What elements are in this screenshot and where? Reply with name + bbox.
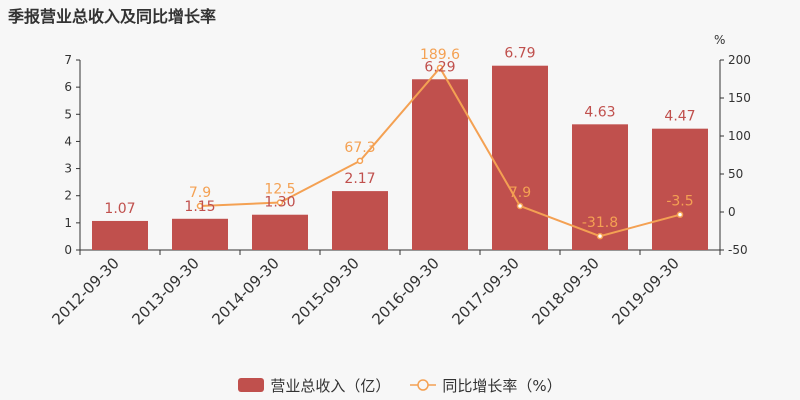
y-left-tick-label: 6 <box>64 80 72 94</box>
y-right-unit-label: % <box>714 33 725 47</box>
growth-point <box>196 202 204 210</box>
y-left-tick-label: 4 <box>64 134 72 148</box>
growth-value-label: -3.5 <box>666 194 693 210</box>
bar <box>492 65 548 250</box>
axes-layer: 0 1 2 3 4 5 6 7 -50 0 50 100 150 200% 2012-09-30 2013-0… <box>48 33 750 328</box>
legend: 营业总收入（亿） 同比增长率（%） <box>0 374 800 396</box>
x-tick-label: 2015-09-30 <box>288 254 362 328</box>
chart-title: 季报营业总收入及同比增长率 <box>8 7 217 26</box>
y-left-tick-label: 1 <box>64 216 72 230</box>
y-left-tick-label: 7 <box>64 53 72 67</box>
y-left-tick-label: 5 <box>64 107 72 121</box>
x-tick-label: 2016-09-30 <box>368 254 442 328</box>
bar <box>92 220 148 250</box>
bar-value-label: 1.07 <box>104 201 135 217</box>
y-right-tick-label: 100 <box>728 129 751 143</box>
bar-value-label: 1.30 <box>264 195 295 211</box>
x-tick-label: 2012-09-30 <box>48 254 122 328</box>
legend-item-growth[interactable]: 同比增长率（%） <box>410 375 562 396</box>
bar <box>252 214 308 250</box>
growth-value-label: 189.6 <box>420 47 460 63</box>
bar-value-label: 6.29 <box>424 59 455 75</box>
y-right-tick-label: 200 <box>728 53 751 67</box>
bar-value-label: 4.47 <box>664 109 695 125</box>
bar <box>652 128 708 250</box>
bar-value-label: 1.15 <box>184 199 215 215</box>
bar-value-label: 6.79 <box>504 46 535 62</box>
growth-point <box>276 199 284 206</box>
legend-label-revenue: 营业总收入（亿） <box>270 376 391 395</box>
bar <box>332 191 388 250</box>
y-left-tick-label: 2 <box>64 189 72 203</box>
growth-value-label: 12.5 <box>264 182 295 198</box>
growth-value-label: 7.9 <box>189 185 211 201</box>
legend-item-revenue[interactable]: 营业总收入（亿） <box>238 375 390 396</box>
legend-line-swatch <box>410 379 437 391</box>
growth-point <box>356 157 364 165</box>
x-tick-label: 2014-09-30 <box>208 254 282 328</box>
growth-point <box>676 211 684 218</box>
x-tick-label: 2013-09-30 <box>128 254 202 328</box>
y-right-tick-label: 150 <box>728 91 751 105</box>
y-left-tick-label: 3 <box>64 162 72 176</box>
growth-point <box>516 202 524 210</box>
growth-point <box>436 64 444 72</box>
y-right-tick-label: 50 <box>728 167 743 181</box>
growth-value-label: 67.3 <box>344 140 375 156</box>
bar-value-label: 2.17 <box>344 171 375 187</box>
y-left-tick-label: 0 <box>64 243 72 257</box>
line-layer <box>196 64 684 240</box>
x-tick-label: 2018-09-30 <box>528 254 602 328</box>
data-labels-layer: 1.07 1.15 1.30 2.17 6.29 6.79 4.63 4.47 7.9 12.5 6… <box>104 46 695 231</box>
growth-value-label: 7.9 <box>509 185 531 201</box>
legend-bar-swatch <box>238 378 265 392</box>
y-right-tick-label: -50 <box>728 243 748 257</box>
legend-label-growth: 同比增长率（%） <box>442 376 562 395</box>
bar <box>412 79 468 251</box>
bars-layer <box>92 65 708 251</box>
growth-point <box>596 232 604 240</box>
y-right-tick-label: 0 <box>728 205 736 219</box>
x-tick-label: 2017-09-30 <box>448 254 522 328</box>
growth-value-label: -31.8 <box>582 215 618 231</box>
x-tick-label: 2019-09-30 <box>608 254 682 328</box>
bar <box>172 218 228 250</box>
bar-value-label: 4.63 <box>584 104 615 120</box>
